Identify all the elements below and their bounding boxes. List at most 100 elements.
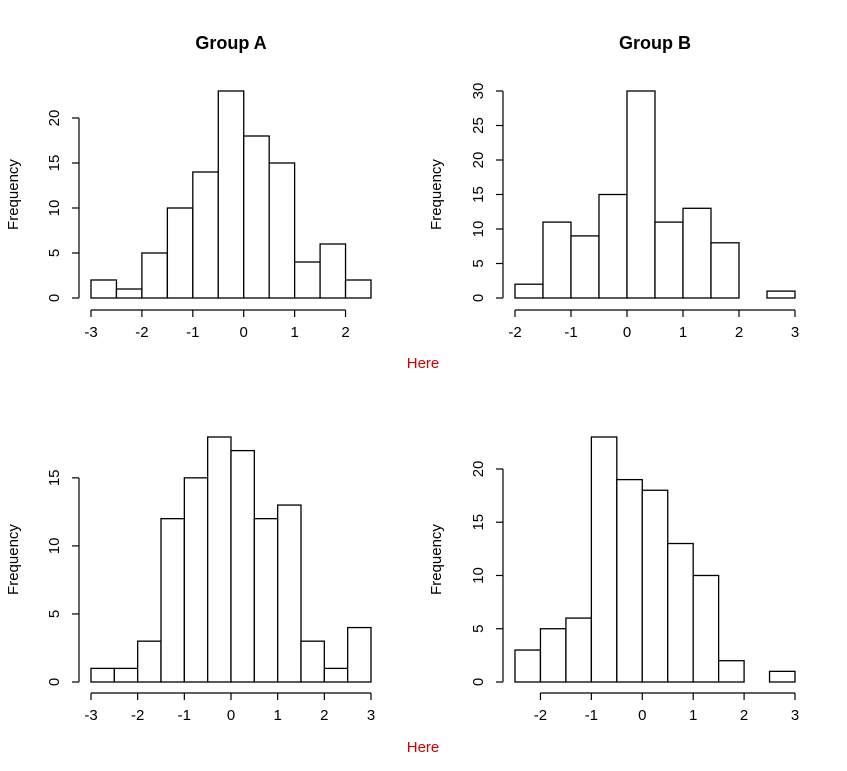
y-tick-label: 0 (470, 294, 487, 302)
x-tick-label: 0 (240, 324, 248, 341)
histogram-bar (192, 171, 219, 299)
histogram-bar (137, 640, 162, 683)
y-tick-label: 15 (46, 469, 63, 486)
y-tick-label: 15 (470, 514, 487, 531)
y-axis-label: Frequency (428, 524, 445, 595)
histogram-panel-bottom-left: -3 -2 -1 0 1 2 3 0 5 10 15 Frequency (5, 436, 375, 724)
x-tick-label: -3 (84, 324, 97, 341)
x-tick-label: 3 (791, 324, 799, 341)
histogram-panel-bottom-right: -2 -1 0 1 2 3 0 5 10 15 20 Frequency (428, 436, 799, 724)
histogram-bar (654, 221, 684, 299)
x-tick-label: -3 (84, 707, 97, 724)
y-tick-label: 0 (470, 678, 487, 686)
x-tick-label: -2 (135, 324, 148, 341)
x-tick-label: -2 (131, 707, 144, 724)
y-tick-label: 5 (470, 625, 487, 633)
y-axis-label: Frequency (5, 524, 22, 595)
y-tick-label: 25 (470, 117, 487, 134)
histogram-bar (590, 436, 618, 683)
x-tick-label: 2 (735, 324, 743, 341)
annotation-here-bottom: Here (407, 739, 440, 756)
histogram-bar (319, 243, 347, 299)
histogram-bar (626, 90, 656, 299)
histogram-bar (344, 279, 372, 299)
histogram-bar (323, 667, 349, 683)
histogram-bar (115, 288, 143, 299)
histogram-bar (300, 640, 325, 683)
y-tick-label: 30 (470, 83, 487, 100)
histogram-bar (692, 574, 720, 683)
histogram-bar (682, 207, 712, 299)
x-tick-label: 2 (740, 707, 748, 724)
x-tick-label: -2 (534, 707, 547, 724)
y-tick-label: 10 (46, 538, 63, 555)
histogram-bar (90, 279, 118, 299)
histogram-bar (768, 670, 796, 683)
histogram-bar (514, 649, 542, 683)
histogram-bar (598, 193, 628, 299)
histogram-bar (243, 135, 270, 299)
y-tick-label: 20 (46, 110, 63, 127)
x-tick-label: 1 (679, 324, 687, 341)
histogram-bar (277, 504, 302, 683)
x-tick-label: -1 (178, 707, 191, 724)
y-tick-label: 5 (46, 610, 63, 618)
chart-title: Group B (619, 33, 691, 53)
histogram-bar (141, 252, 169, 299)
x-tick-label: 3 (791, 707, 799, 724)
histogram-bar (766, 290, 796, 299)
histogram-bar (268, 162, 296, 299)
histogram-bar (293, 261, 321, 299)
histogram-bar (90, 667, 115, 683)
y-tick-label: 10 (470, 221, 487, 238)
y-tick-label: 5 (470, 259, 487, 267)
histogram-bar (570, 235, 600, 299)
annotation-here-top: Here (407, 355, 440, 372)
y-tick-label: 0 (46, 678, 63, 686)
x-tick-label: 2 (320, 707, 328, 724)
y-tick-label: 20 (470, 152, 487, 169)
x-tick-label: 2 (341, 324, 349, 341)
histogram-bar (183, 477, 209, 683)
histogram-bar (217, 90, 245, 299)
y-tick-label: 10 (46, 200, 63, 217)
y-tick-label: 0 (46, 294, 63, 302)
histogram-bar (347, 626, 372, 683)
histogram-bar (542, 221, 572, 299)
x-tick-label: 0 (227, 707, 235, 724)
histogram-bar (113, 667, 139, 683)
y-tick-label: 20 (470, 461, 487, 478)
x-tick-label: -1 (564, 324, 577, 341)
histogram-bar (514, 283, 544, 299)
x-tick-label: 1 (273, 707, 281, 724)
x-tick-label: -2 (508, 324, 521, 341)
histogram-bar (717, 660, 745, 683)
histogram-bar (667, 542, 694, 683)
x-tick-label: 0 (638, 707, 646, 724)
histogram-bar (710, 242, 740, 299)
histogram-bar (565, 617, 593, 683)
histogram-bar (539, 628, 567, 683)
x-tick-label: 1 (689, 707, 697, 724)
x-tick-label: 0 (623, 324, 631, 341)
histogram-bar (166, 207, 194, 299)
histogram-bar (616, 478, 643, 683)
histogram-bar (207, 436, 232, 683)
histogram-bar (230, 449, 255, 683)
y-tick-label: 5 (46, 249, 63, 257)
y-axis-label: Frequency (428, 159, 445, 230)
x-tick-label: -1 (186, 324, 199, 341)
histogram-bar (160, 518, 185, 683)
histogram-bar (253, 518, 279, 683)
chart-title: Group A (195, 33, 266, 53)
x-tick-label: 3 (367, 707, 375, 724)
y-tick-label: 15 (470, 186, 487, 203)
y-tick-label: 10 (470, 567, 487, 584)
y-tick-label: 15 (46, 155, 63, 172)
y-axis-label: Frequency (5, 159, 22, 230)
x-tick-label: 1 (290, 324, 298, 341)
x-tick-label: -1 (585, 707, 598, 724)
